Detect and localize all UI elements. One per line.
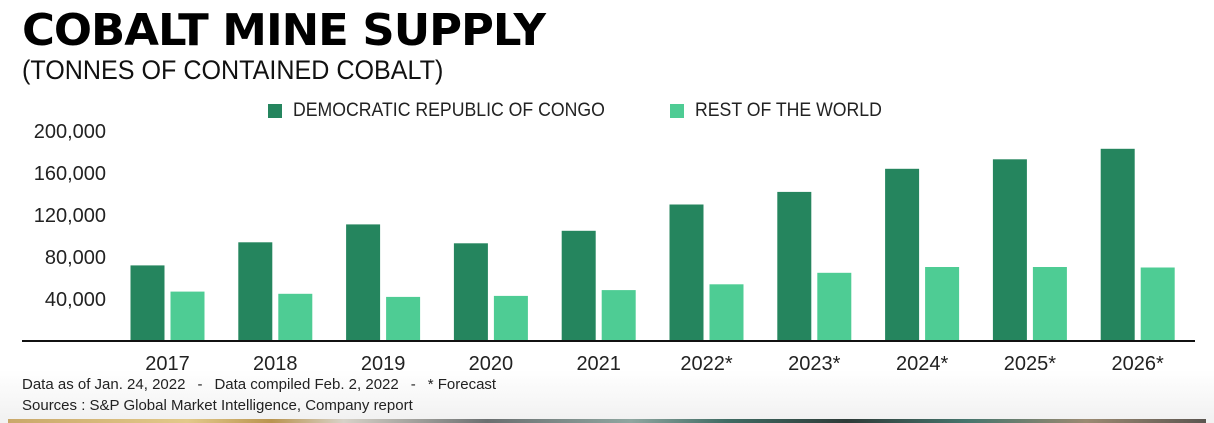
footnote-dates: Data as of Jan. 24, 2022- Data compiled F… [22, 376, 496, 393]
legend-swatch-drc [268, 104, 282, 118]
bar-drc [453, 243, 488, 341]
y-axis-ticks: 40,000 80,000 120,000 160,000 200,000 [34, 121, 106, 311]
data-as-of-note: Data as of Jan. 24, 2022 [22, 376, 186, 393]
x-tick-label: 2026* [1112, 353, 1164, 375]
bar-drc [992, 159, 1027, 341]
bar-rest-of-world [170, 291, 205, 341]
legend-label-drc: DEMOCRATIC REPUBLIC OF CONGO [293, 100, 605, 121]
y-tick-label: 200,000 [34, 121, 106, 143]
bar-rest-of-world [601, 290, 636, 341]
bar-drc [238, 242, 273, 341]
legend-label-rest-of-world: REST OF THE WORLD [695, 100, 882, 121]
x-tick-label: 2023* [788, 353, 840, 375]
x-tick-label: 2024* [896, 353, 948, 375]
x-tick-label: 2017 [145, 353, 190, 375]
chart-title: COBALT MINE SUPPLY [22, 5, 546, 56]
bar-rest-of-world [817, 272, 852, 342]
bar-drc [561, 230, 596, 342]
bar-rest-of-world [1140, 267, 1175, 341]
y-tick-label: 120,000 [34, 205, 106, 227]
bar-drc [130, 265, 165, 341]
x-tick-label: 2025* [1004, 353, 1056, 375]
data-compiled-note: Data compiled Feb. 2, 2022 [214, 376, 399, 393]
x-tick-label: 2018 [253, 353, 298, 375]
bar-drc [1100, 148, 1135, 341]
bars [130, 148, 1175, 342]
legend-item-rest-of-world: REST OF THE WORLD [670, 100, 896, 121]
x-tick-label: 2022* [680, 353, 732, 375]
forecast-note: * Forecast [427, 376, 497, 393]
x-axis-ticks: 2017 2018 2019 2020 2021 2022* 2023* 2024* 2025*… [145, 353, 1164, 375]
x-tick-label: 2019 [361, 353, 406, 375]
x-tick-label: 2020 [469, 353, 514, 375]
bar-drc [885, 168, 920, 341]
bar-drc [669, 204, 704, 341]
separator: - [410, 376, 416, 393]
legend-swatch-rest-of-world [670, 104, 684, 118]
y-tick-label: 160,000 [34, 163, 106, 185]
bar-rest-of-world [1032, 267, 1067, 341]
bar-rest-of-world [709, 284, 744, 341]
bar-drc [777, 191, 812, 341]
bar-drc [346, 224, 381, 341]
y-tick-label: 40,000 [45, 289, 106, 311]
background-photo-strip [8, 419, 1206, 423]
footnote-sources: Sources : S&P Global Market Intelligence… [22, 397, 413, 414]
legend-item-drc: DEMOCRATIC REPUBLIC OF CONGO [268, 100, 628, 121]
bar-rest-of-world [386, 296, 421, 341]
bar-rest-of-world [493, 295, 528, 341]
chart-subtitle: (TONNES OF CONTAINED COBALT) [22, 55, 444, 85]
y-tick-label: 80,000 [45, 247, 106, 269]
bar-rest-of-world [925, 267, 960, 341]
separator: - [197, 376, 203, 393]
x-tick-label: 2021 [576, 353, 621, 375]
bar-rest-of-world [278, 293, 313, 342]
